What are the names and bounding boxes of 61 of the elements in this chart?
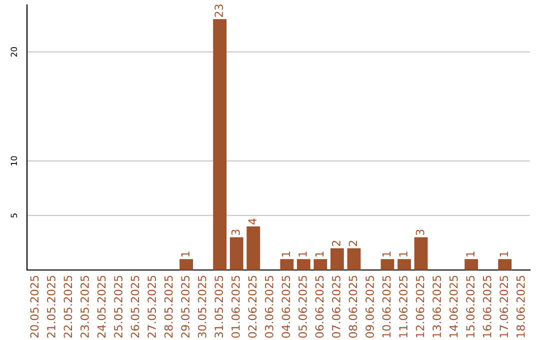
- bar: [498, 259, 512, 270]
- x-tick-label: 13.06.2025: [432, 276, 442, 338]
- x-tick-label: 18.06.2025: [516, 276, 525, 338]
- bar: [280, 259, 294, 270]
- data-label: 1: [181, 252, 190, 256]
- x-tick-label: 08.06.2025: [348, 276, 358, 338]
- data-label: 1: [282, 252, 290, 256]
- data-label: 2: [348, 240, 358, 246]
- x-tick-label: 03.06.2025: [264, 276, 274, 338]
- data-label: 1: [500, 252, 508, 256]
- x-tick-label: 12.06.2025: [416, 276, 424, 338]
- data-label: 3: [416, 230, 424, 236]
- x-tick-label: 28.05.2025: [164, 276, 173, 338]
- bar: [314, 259, 328, 270]
- bar: [180, 259, 193, 270]
- x-tick-label: 10.06.2025: [382, 276, 391, 338]
- bar: [246, 226, 260, 270]
- x-tick-label: 22.05.2025: [64, 276, 72, 338]
- x-tick-label: 11.06.2025: [399, 276, 408, 338]
- y-tick-label: 5: [10, 214, 18, 218]
- data-label: 2: [332, 240, 340, 246]
- data-label: 3: [231, 230, 240, 236]
- x-tick-label: 20.05.2025: [30, 276, 39, 338]
- data-label: 1: [399, 252, 408, 256]
- x-tick-label: 07.06.2025: [332, 276, 340, 338]
- x-tick-label: 09.06.2025: [366, 276, 374, 338]
- bar: [414, 237, 428, 270]
- data-label: 23: [214, 4, 224, 17]
- x-tick-label: 31.05.2025: [214, 276, 224, 338]
- x-tick-label: 27.05.2025: [148, 276, 156, 338]
- data-label: 1: [466, 252, 474, 256]
- x-tick-label: 26.05.2025: [130, 276, 140, 338]
- bar: [213, 19, 227, 270]
- y-tick-label: 20: [10, 47, 18, 57]
- x-tick-label: 25.05.2025: [114, 276, 122, 338]
- data-label: 4: [248, 218, 256, 224]
- data-label: 1: [298, 252, 307, 256]
- x-tick-label: 15.06.2025: [466, 276, 475, 338]
- x-tick-label: 21.05.2025: [46, 276, 56, 338]
- x-tick-label: 23.05.2025: [80, 276, 89, 338]
- x-tick-label: 16.06.2025: [482, 276, 492, 338]
- bar: [230, 237, 244, 270]
- x-tick-label: 17.06.2025: [500, 276, 508, 338]
- bar: [464, 259, 478, 270]
- x-tick-label: 14.06.2025: [449, 276, 458, 338]
- bar: [296, 259, 310, 270]
- data-label: 1: [315, 252, 324, 256]
- bar: [347, 248, 361, 270]
- x-tick-label: 01.06.2025: [231, 276, 240, 338]
- x-tick-label: 05.06.2025: [298, 276, 307, 338]
- x-tick-label: 06.06.2025: [315, 276, 324, 338]
- data-label: 1: [382, 252, 391, 256]
- x-tick-label: 30.05.2025: [198, 276, 206, 338]
- x-tick-label: 24.05.2025: [97, 276, 106, 338]
- x-tick-label: 02.06.2025: [248, 276, 257, 338]
- bar: [380, 259, 394, 270]
- y-tick-label: 10: [10, 156, 18, 166]
- bar: [398, 259, 411, 270]
- bar: [330, 248, 344, 270]
- x-tick-label: 29.05.2025: [181, 276, 190, 338]
- x-tick-label: 04.06.2025: [282, 276, 290, 338]
